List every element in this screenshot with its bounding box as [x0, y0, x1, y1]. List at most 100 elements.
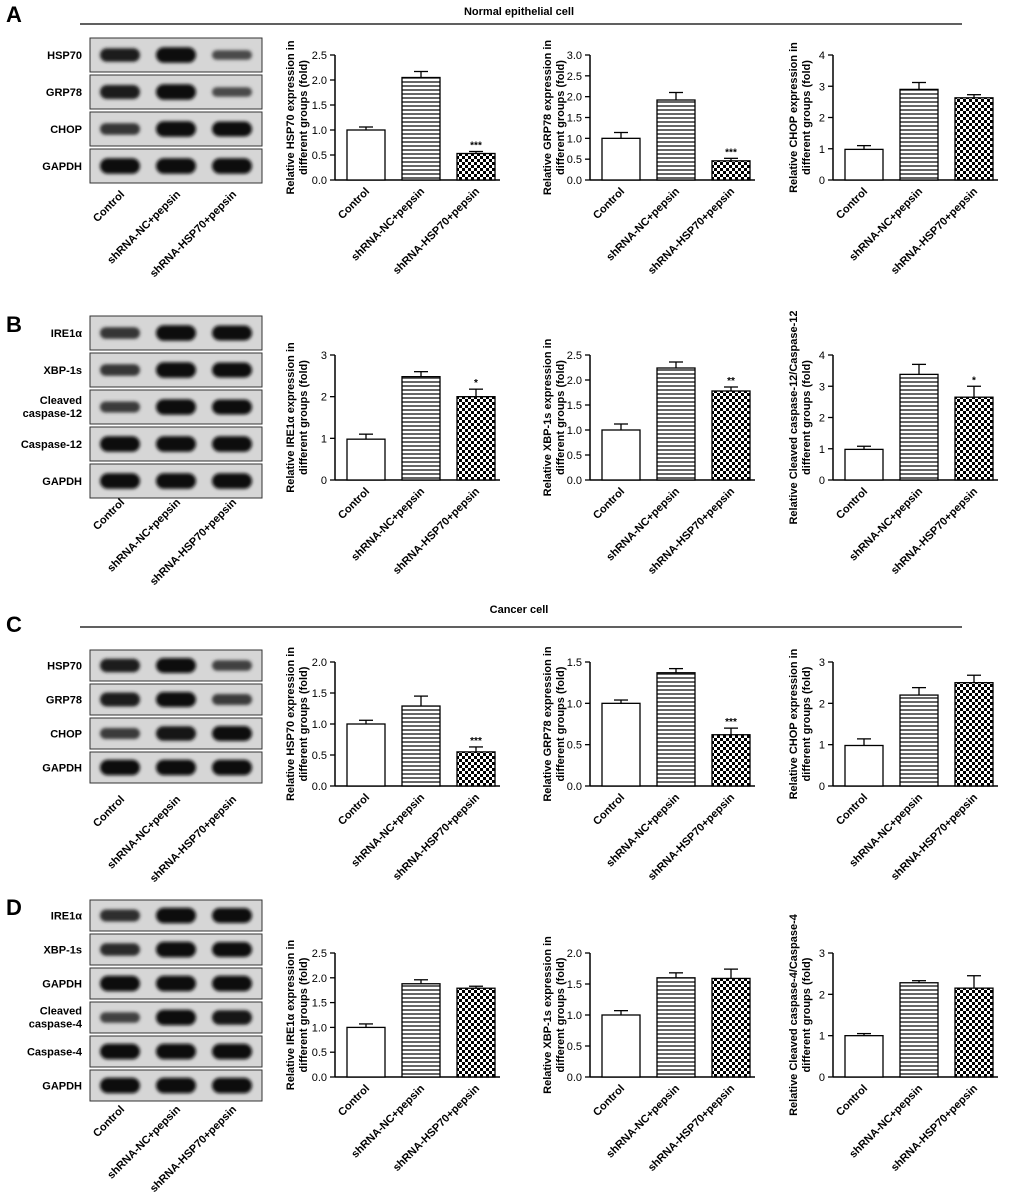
blot-row-label: XBP-1s: [43, 365, 82, 377]
blot-row: GAPDH: [42, 148, 263, 184]
x-category-label: Control: [834, 792, 870, 828]
blot-band: [156, 692, 196, 707]
y-tick-label: 0.5: [567, 1041, 582, 1053]
significance-marker: ***: [470, 736, 482, 747]
y-tick-label: 1.5: [312, 100, 327, 112]
blot-band: [156, 726, 196, 741]
x-category-label: Control: [336, 1083, 372, 1119]
y-axis-label-line: Relative CHOP expression in: [788, 42, 800, 193]
blot-row-label: GAPDH: [42, 979, 82, 991]
significance-marker: ***: [470, 141, 482, 152]
blot-row-label: GRP78: [46, 695, 82, 707]
blot-row-label: GAPDH: [42, 763, 82, 775]
blot-band: [212, 975, 252, 992]
significance-marker: ***: [725, 717, 737, 728]
y-axis-label-line: Relative Cleaved caspase-12/Caspase-12: [788, 310, 800, 524]
y-tick-label: 3: [819, 81, 825, 93]
blot-band: [156, 84, 196, 100]
x-category-label: Control: [591, 486, 627, 522]
blot-row: Caspase-12: [21, 426, 263, 462]
bar-chart-b-1: 0 1 2 3 Relative IRE1α expression indifferen…: [285, 342, 500, 577]
blot-row: Cleaved caspase-4: [29, 1001, 263, 1034]
y-axis-label-line: different groups (fold): [298, 666, 310, 781]
bar: [401, 983, 441, 1078]
blot-band: [100, 909, 140, 922]
bar: [656, 99, 696, 181]
blot-row-label: GRP78: [46, 87, 82, 99]
y-tick-label: 2.0: [567, 92, 582, 104]
blot-band: [100, 436, 140, 452]
y-axis-label-line: different groups (fold): [801, 666, 813, 781]
y-tick-label: 1.5: [567, 400, 582, 412]
blot-row-label-line: Cleaved: [40, 395, 82, 407]
blot-band: [212, 660, 252, 671]
blot-band: [212, 325, 252, 341]
blot-row: GAPDH: [42, 463, 263, 499]
y-axis-label: Relative HSP70 expression indifferent gr…: [285, 647, 310, 801]
blot-row: Caspase-4: [27, 1035, 263, 1068]
y-axis-label-line: Relative GRP78 expression in: [542, 40, 554, 196]
blot-band: [100, 692, 140, 707]
y-tick-label: 3: [819, 381, 825, 393]
blot-band: [212, 759, 252, 776]
y-tick-label: 1: [819, 1031, 825, 1043]
y-axis-label: Relative CHOP expression indifferent gro…: [788, 648, 813, 799]
y-axis-label: Relative HSP70 expression indifferent gr…: [285, 40, 310, 194]
significance-marker: *: [474, 378, 478, 389]
x-category-label: Control: [591, 1083, 627, 1119]
bar: [899, 982, 939, 1078]
bar-chart-d-3: 0 1 2 3 Relative Cleaved caspase-4/Caspase-4…: [788, 913, 998, 1174]
x-category-label: Control: [336, 486, 372, 522]
y-tick-label: 0: [819, 175, 825, 187]
blot-band: [156, 1077, 196, 1094]
y-tick-label: 2.0: [312, 657, 327, 669]
blot-band: [212, 50, 252, 60]
y-axis-label-line: Relative XBP-1s expression in: [542, 338, 554, 496]
blot-row-label: GAPDH: [42, 161, 82, 173]
y-axis-label: Relative Cleaved caspase-12/Caspase-12di…: [788, 310, 813, 524]
blot-row-label: Cleaved caspase-4: [29, 1006, 83, 1031]
y-axis-label-line: different groups (fold): [555, 666, 567, 781]
y-tick-label: 2.5: [312, 50, 327, 62]
y-axis-label-line: different groups (fold): [801, 957, 813, 1072]
blot-row: Cleaved caspase-12: [23, 389, 263, 425]
y-axis-label-line: different groups (fold): [801, 60, 813, 175]
panel-letter-b: B: [6, 312, 22, 337]
y-axis-label-line: different groups (fold): [298, 60, 310, 175]
y-tick-label: 0: [819, 475, 825, 487]
y-tick-label: 2.5: [567, 71, 582, 83]
y-axis-label: Relative IRE1α expression indifferent gr…: [285, 342, 310, 493]
y-tick-label: 1: [819, 740, 825, 752]
blot-row-label: CHOP: [50, 729, 82, 741]
y-tick-label: 3: [819, 948, 825, 960]
blot-row-label-line: caspase-4: [29, 1019, 83, 1031]
blot-row: HSP70: [47, 649, 263, 682]
blot-band: [100, 1012, 140, 1023]
y-axis-label-line: different groups (fold): [801, 360, 813, 475]
y-tick-label: 1.5: [567, 979, 582, 991]
y-tick-label: 0.0: [567, 175, 582, 187]
blot-row-label: GAPDH: [42, 1081, 82, 1093]
y-axis-label: Relative GRP78 expression indifferent gr…: [542, 646, 567, 802]
blot-lane-label: Control: [91, 497, 127, 533]
blot-band: [100, 123, 140, 135]
y-tick-label: 1: [819, 144, 825, 156]
y-tick-label: 1.0: [567, 425, 582, 437]
blot-band: [212, 121, 252, 137]
bar: [456, 396, 496, 481]
blot-band: [100, 975, 140, 992]
blot-row: GAPDH: [42, 967, 263, 1000]
y-tick-label: 2: [321, 392, 327, 404]
y-tick-label: 0: [819, 1072, 825, 1084]
bar: [456, 751, 496, 787]
bar: [456, 987, 496, 1078]
blot-band: [156, 121, 196, 137]
y-axis-label-line: Relative IRE1α expression in: [285, 342, 297, 493]
y-tick-label: 0.0: [567, 1072, 582, 1084]
y-tick-label: 1.5: [312, 688, 327, 700]
bar: [601, 429, 641, 481]
y-tick-label: 4: [819, 50, 825, 62]
